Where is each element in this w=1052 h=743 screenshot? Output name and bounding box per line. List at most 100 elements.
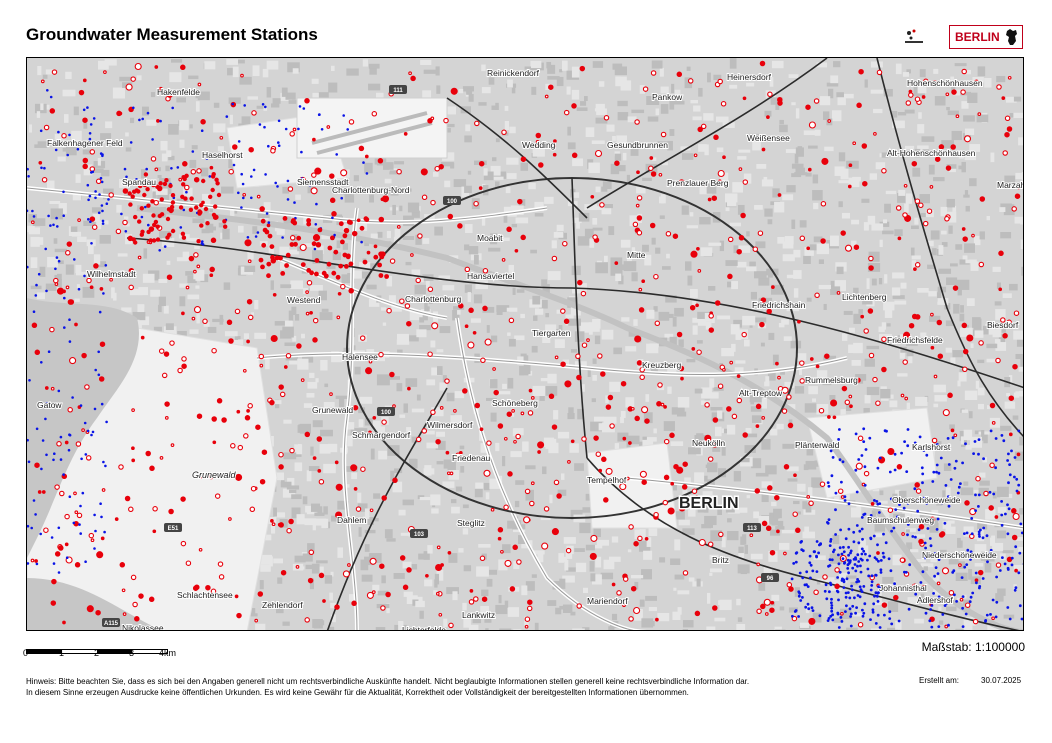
groundwater-station-blue: [242, 196, 245, 200]
page-title: Groundwater Measurement Stations: [26, 25, 318, 44]
building-block: [484, 616, 492, 623]
groundwater-station-red: [335, 483, 343, 491]
building-block: [554, 339, 565, 348]
groundwater-station-red: [550, 143, 557, 149]
building-block: [660, 194, 666, 204]
groundwater-station-red: [306, 218, 311, 223]
groundwater-station-blue: [872, 602, 876, 606]
groundwater-station-red: [150, 156, 157, 162]
groundwater-station-blue: [846, 591, 850, 594]
groundwater-station-red: [396, 168, 402, 175]
groundwater-station-red: [242, 192, 247, 197]
groundwater-station-red: [756, 562, 761, 567]
building-block: [341, 274, 348, 284]
groundwater-station-red: [687, 78, 694, 84]
groundwater-station-red: [51, 69, 58, 75]
building-block: [542, 466, 547, 475]
building-block: [705, 464, 712, 468]
building-block: [949, 424, 955, 430]
groundwater-station-red: [911, 160, 918, 167]
building-block: [313, 518, 327, 526]
groundwater-station-blue: [960, 576, 964, 579]
groundwater-station-blue: [159, 119, 162, 123]
groundwater-station-red: [742, 179, 749, 185]
building-block: [443, 459, 455, 469]
building-block: [157, 304, 162, 313]
building-block: [996, 486, 1009, 498]
groundwater-station-red: [149, 465, 155, 472]
building-block: [1018, 137, 1023, 146]
groundwater-station-red: [331, 270, 337, 276]
building-block: [567, 126, 572, 136]
groundwater-station-blue: [856, 594, 860, 597]
building-block: [610, 266, 623, 276]
district-label: Schöneberg: [492, 398, 538, 408]
building-block: [165, 187, 172, 194]
groundwater-station-blue: [903, 440, 906, 443]
groundwater-station-red: [137, 255, 142, 260]
building-block: [465, 124, 471, 132]
building-block: [894, 300, 907, 305]
building-block: [983, 433, 988, 444]
groundwater-station-red: [163, 351, 170, 357]
building-block: [959, 540, 963, 548]
building-block: [270, 280, 274, 290]
groundwater-station-red: [402, 584, 409, 591]
groundwater-station-red: [230, 443, 236, 449]
building-block: [803, 255, 811, 264]
groundwater-station-blue: [921, 481, 924, 485]
building-block: [749, 261, 756, 269]
groundwater-station-red: [682, 570, 689, 576]
building-block: [1000, 203, 1012, 211]
building-block: [779, 119, 784, 125]
groundwater-station-red: [856, 102, 862, 109]
building-block: [729, 58, 737, 69]
building-block: [771, 501, 777, 507]
building-block: [665, 295, 677, 303]
groundwater-station-red: [329, 173, 335, 179]
groundwater-station-red: [777, 96, 783, 103]
building-block: [636, 186, 646, 194]
building-block: [490, 412, 497, 422]
building-block: [750, 395, 755, 405]
building-block: [30, 236, 40, 247]
building-block: [553, 232, 564, 238]
building-block: [589, 238, 595, 248]
groundwater-station-blue: [57, 571, 61, 574]
building-block: [892, 120, 905, 129]
building-block: [101, 169, 110, 177]
building-block: [764, 110, 772, 117]
scale-bar: [26, 641, 168, 654]
groundwater-station-blue: [1023, 543, 1024, 546]
groundwater-station-red: [417, 233, 423, 239]
building-block: [956, 279, 970, 290]
building-block: [596, 539, 610, 546]
building-block: [405, 378, 418, 387]
building-block: [990, 537, 995, 546]
groundwater-station-blue: [832, 548, 836, 552]
groundwater-station-blue: [794, 560, 798, 564]
building-block: [765, 465, 777, 475]
building-block: [309, 578, 314, 590]
groundwater-station-red: [493, 389, 499, 396]
building-block: [839, 608, 852, 620]
road-shield-number: A115: [104, 621, 119, 627]
groundwater-station-red: [234, 308, 241, 315]
building-block: [735, 360, 746, 364]
map-canvas[interactable]: Reinickendorf Pankow Heinersdorf Weißensee H…: [26, 57, 1024, 631]
building-block: [892, 554, 902, 566]
building-block: [813, 202, 819, 210]
building-block: [232, 208, 238, 214]
groundwater-station-red: [781, 408, 788, 414]
building-block: [391, 305, 402, 312]
building-block: [328, 626, 335, 630]
building-block: [715, 116, 729, 123]
groundwater-station-blue: [97, 350, 100, 354]
building-block: [659, 557, 666, 563]
groundwater-station-red: [348, 119, 355, 125]
building-block: [719, 172, 729, 183]
groundwater-station-red: [921, 95, 926, 99]
building-block: [266, 60, 279, 70]
building-block: [116, 204, 122, 213]
building-block: [578, 212, 590, 222]
